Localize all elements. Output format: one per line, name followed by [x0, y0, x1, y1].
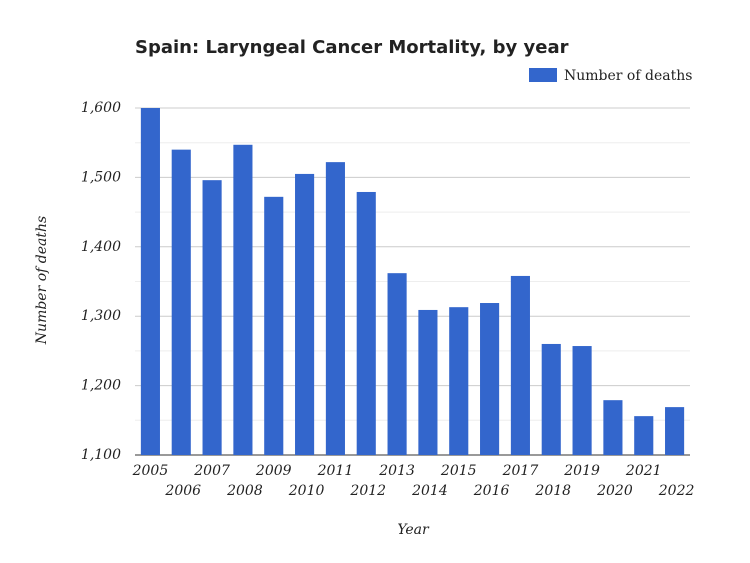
x-tick-label: 2018 — [534, 483, 571, 499]
bar — [603, 400, 623, 455]
x-tick-label: 2005 — [132, 463, 169, 479]
legend-swatch — [529, 68, 557, 82]
legend-label: Number of deaths — [564, 68, 692, 84]
bar — [418, 309, 438, 455]
x-axis-label: Year — [397, 522, 430, 538]
x-tick-label: 2014 — [411, 483, 448, 499]
y-axis-label: Number of deaths — [34, 216, 50, 345]
bar — [325, 162, 345, 455]
bar — [264, 196, 284, 455]
y-tick-label: 1,600 — [81, 100, 121, 116]
bar — [665, 407, 685, 455]
bar — [202, 180, 222, 455]
x-tick-label: 2019 — [563, 463, 600, 479]
bar — [295, 173, 315, 455]
chart-title: Spain: Laryngeal Cancer Mortality, by ye… — [135, 37, 569, 58]
bar — [356, 191, 376, 455]
x-tick-label: 2011 — [317, 463, 354, 479]
x-tick-label: 2022 — [658, 483, 695, 499]
bar — [387, 273, 407, 455]
y-tick-label: 1,500 — [81, 169, 121, 185]
x-tick-label: 2007 — [193, 463, 230, 479]
x-tick-label: 2015 — [440, 463, 477, 479]
x-tick-label: 2010 — [288, 483, 325, 499]
bar — [233, 144, 253, 456]
bar — [541, 343, 561, 455]
x-tick-label: 2020 — [596, 483, 633, 499]
x-tick-label: 2021 — [625, 463, 662, 479]
x-tick-label: 2009 — [255, 463, 292, 479]
bar — [140, 108, 160, 455]
x-tick-label: 2013 — [378, 463, 415, 479]
x-tick-label: 2016 — [473, 483, 510, 499]
y-tick-label: 1,400 — [81, 239, 121, 255]
x-tick-label: 2017 — [502, 463, 539, 479]
bar — [510, 275, 530, 455]
bar — [449, 307, 469, 455]
x-tick-label: 2012 — [349, 483, 386, 499]
bar — [572, 346, 592, 455]
y-tick-label: 1,100 — [81, 447, 121, 463]
x-tick-label: 2008 — [226, 483, 263, 499]
y-tick-label: 1,300 — [81, 308, 121, 324]
y-tick-label: 1,200 — [81, 378, 121, 394]
bar — [480, 303, 500, 455]
bar — [634, 416, 654, 455]
bar — [171, 149, 191, 455]
x-tick-label: 2006 — [164, 483, 201, 499]
